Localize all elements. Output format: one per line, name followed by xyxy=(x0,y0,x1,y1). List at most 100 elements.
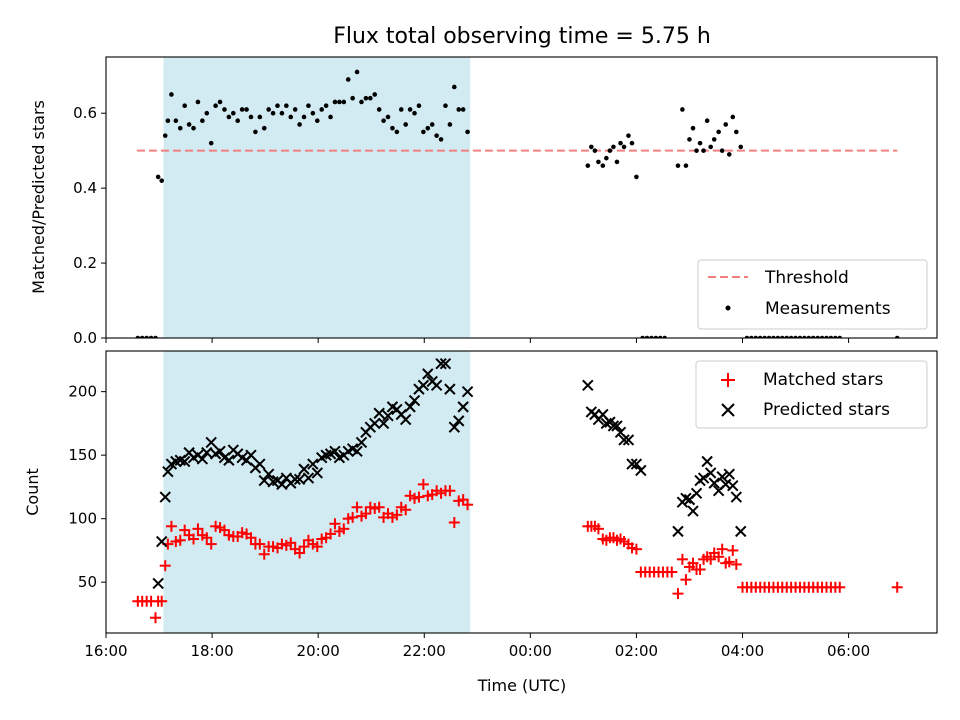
measurement-point xyxy=(452,84,457,90)
measurement-point xyxy=(416,103,422,109)
matched-star-point xyxy=(417,478,429,490)
measurement-point xyxy=(762,335,767,338)
measurement-point xyxy=(607,148,613,153)
measurement-point xyxy=(734,129,739,135)
measurement-point xyxy=(257,114,263,120)
predicted-star-point xyxy=(708,477,720,489)
measurement-point xyxy=(425,125,431,131)
measurement-point xyxy=(757,335,763,338)
matched-star-point xyxy=(716,543,728,555)
measurement-point xyxy=(644,335,650,338)
measurement-point xyxy=(153,335,158,338)
predicted-star-point xyxy=(373,407,385,419)
matched-star-point xyxy=(723,556,735,568)
legend-measurements-swatch xyxy=(725,305,731,311)
predicted-star-point xyxy=(622,434,635,446)
measurement-point xyxy=(279,110,285,116)
matched-star-point xyxy=(730,558,742,570)
predicted-star-point xyxy=(430,379,443,392)
matched-star-point xyxy=(694,563,706,575)
measurement-point xyxy=(270,110,276,116)
measurement-point xyxy=(177,125,183,131)
measurement-point xyxy=(604,155,609,161)
measurement-point xyxy=(465,129,470,135)
bottom-y-tick-label: 100 xyxy=(68,510,97,528)
predicted-star-point xyxy=(635,464,647,477)
measurement-point xyxy=(621,144,627,150)
predicted-star-point xyxy=(461,385,474,398)
measurement-point xyxy=(618,140,623,146)
measurement-point xyxy=(169,92,174,97)
measurement-point xyxy=(200,118,205,123)
measurement-point xyxy=(629,140,635,146)
measurement-point xyxy=(738,144,744,150)
matched-star-point xyxy=(834,581,846,593)
matched-star-point xyxy=(159,560,171,572)
measurement-point xyxy=(460,107,466,112)
measurement-point xyxy=(443,103,448,109)
measurement-point xyxy=(429,122,435,127)
predicted-star-point xyxy=(457,401,469,413)
predicted-star-point xyxy=(435,357,447,370)
measurement-point xyxy=(828,335,834,338)
matched-star-point xyxy=(254,538,266,550)
matched-star-point xyxy=(680,574,692,586)
measurement-point xyxy=(753,335,759,338)
measurement-point xyxy=(704,118,710,123)
legend-matched-label: Matched stars xyxy=(763,370,883,390)
measurement-point xyxy=(385,114,391,120)
measurement-point xyxy=(148,335,154,338)
bottom-panel-frame xyxy=(105,350,938,634)
matched-star-point xyxy=(285,537,297,549)
measurement-point xyxy=(266,107,271,112)
bottom-y-tick-label: 50 xyxy=(78,573,97,591)
predicted-star-point xyxy=(730,491,743,503)
measurement-point xyxy=(144,335,149,338)
legend-threshold-label: Threshold xyxy=(764,268,849,288)
bottom-legend-box xyxy=(695,360,928,429)
bottom-y-tick-label: 150 xyxy=(68,446,97,464)
predicted-star-point xyxy=(600,417,613,430)
measurement-point xyxy=(434,133,439,138)
matched-star-point xyxy=(205,538,217,550)
measurement-point xyxy=(711,137,717,142)
measurement-point xyxy=(284,103,289,109)
bottom-legend: Matched stars Predicted stars xyxy=(695,360,928,429)
measurement-point xyxy=(649,335,654,338)
matched-star-point xyxy=(192,523,204,535)
matched-star-point xyxy=(347,511,359,523)
measurement-point xyxy=(456,107,462,112)
predicted-star-point xyxy=(201,446,213,459)
predicted-star-point xyxy=(152,577,164,590)
measurement-point xyxy=(824,335,829,338)
predicted-star-point xyxy=(276,478,288,491)
predicted-star-point xyxy=(680,492,692,505)
measurement-point xyxy=(165,118,171,123)
matched-star-point xyxy=(165,520,177,532)
predicted-star-point xyxy=(417,379,430,392)
measurement-point xyxy=(810,335,816,338)
measurement-point xyxy=(235,118,241,123)
predicted-star-point xyxy=(214,445,226,458)
measurement-point xyxy=(368,95,373,101)
matched-star-point xyxy=(391,509,403,521)
measurement-point xyxy=(376,107,382,112)
matched-star-point xyxy=(245,532,257,544)
measurement-point xyxy=(640,335,645,338)
matched-star-point xyxy=(174,534,186,546)
measurement-point xyxy=(372,92,378,97)
measurement-point xyxy=(297,122,302,127)
matched-star-point xyxy=(592,523,604,535)
predicted-star-point xyxy=(258,474,270,487)
measurement-point xyxy=(186,122,192,127)
measurement-point xyxy=(182,103,187,109)
predicted-star-point xyxy=(369,417,381,430)
predicted-star-point xyxy=(697,472,710,484)
predicted-star-point xyxy=(582,379,594,392)
predicted-star-point xyxy=(155,535,168,548)
predicted-star-point xyxy=(262,468,275,480)
x-tick-label: 20:00 xyxy=(297,642,340,660)
measurement-point xyxy=(653,335,659,338)
